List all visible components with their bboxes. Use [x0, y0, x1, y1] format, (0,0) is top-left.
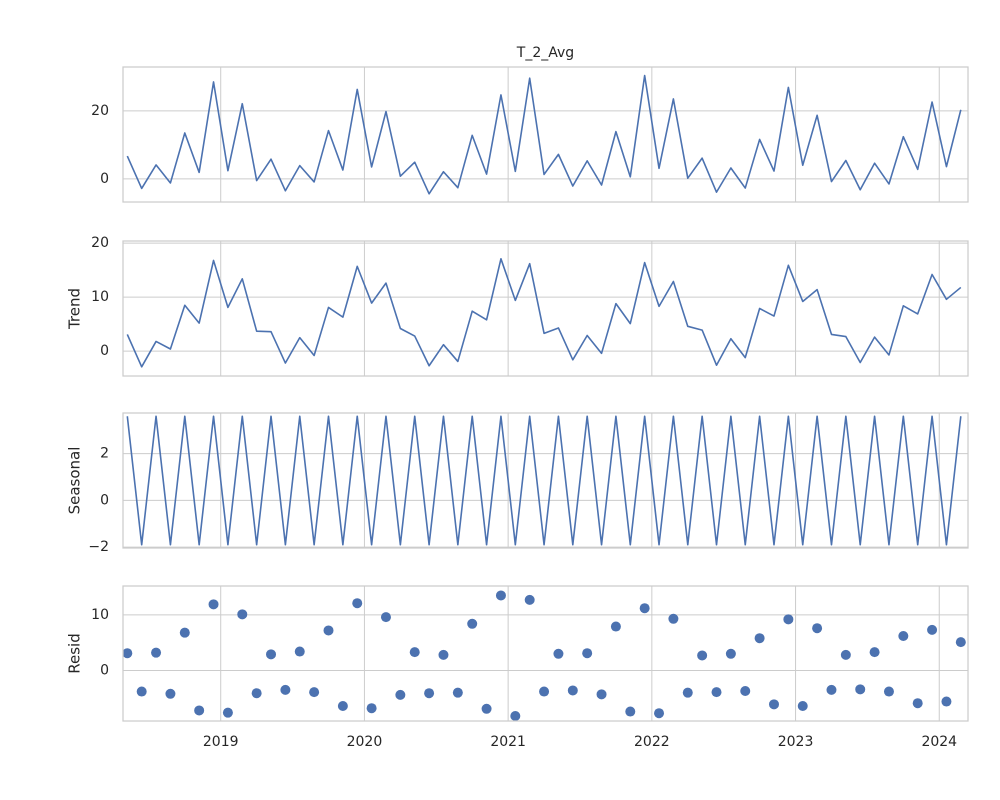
- y-tick-label: 0: [100, 492, 109, 508]
- chart-title: T_2_Avg: [516, 45, 574, 61]
- point: [740, 686, 751, 696]
- point: [352, 598, 363, 609]
- x-tick-label: 2019: [203, 734, 239, 750]
- y-axis-label: Resid: [66, 633, 84, 673]
- point: [898, 631, 909, 641]
- y-axis-label: Trend: [66, 288, 84, 330]
- series-line: [126, 415, 962, 546]
- point: [123, 648, 133, 659]
- point: [754, 633, 765, 644]
- point: [395, 689, 406, 700]
- point: [495, 590, 506, 601]
- point: [941, 696, 952, 707]
- point: [151, 647, 162, 658]
- point: [797, 701, 808, 711]
- y-tick-label: −2: [88, 539, 109, 555]
- series-line: [126, 74, 962, 195]
- point: [582, 648, 593, 659]
- point: [452, 687, 463, 698]
- point: [625, 706, 636, 717]
- point: [179, 627, 190, 638]
- point: [280, 684, 291, 695]
- point: [524, 594, 535, 605]
- point: [840, 649, 851, 660]
- axes-frame: [122, 585, 969, 722]
- point: [610, 621, 621, 632]
- point: [194, 705, 205, 716]
- point: [309, 687, 320, 698]
- y-tick-label: 20: [91, 103, 109, 119]
- point: [251, 688, 262, 699]
- point: [812, 623, 823, 634]
- point: [380, 612, 391, 623]
- point: [912, 698, 923, 709]
- point: [553, 648, 564, 659]
- x-tick-label: 2024: [921, 734, 957, 750]
- point: [883, 686, 894, 697]
- point: [869, 647, 880, 658]
- point: [711, 687, 722, 698]
- x-tick-label: 2020: [347, 734, 383, 750]
- series-line: [126, 258, 962, 368]
- point: [237, 609, 248, 620]
- y-tick-label: 20: [91, 235, 109, 251]
- point: [826, 684, 837, 695]
- point: [697, 650, 708, 661]
- point: [682, 687, 693, 698]
- point: [467, 618, 478, 629]
- point: [855, 684, 866, 695]
- point: [424, 688, 435, 699]
- point: [725, 648, 736, 659]
- point: [510, 711, 521, 721]
- axes-frame: [122, 240, 969, 377]
- plot-area: [126, 74, 962, 195]
- point: [409, 647, 420, 658]
- y-axis-label: Seasonal: [66, 447, 84, 515]
- point: [654, 708, 665, 719]
- point: [668, 613, 679, 624]
- axes-frame: [122, 66, 969, 203]
- y-tick-label: 0: [100, 343, 109, 359]
- point: [539, 686, 550, 697]
- y-tick-label: 10: [91, 607, 109, 623]
- point: [208, 599, 219, 610]
- point: [165, 688, 176, 699]
- point: [438, 649, 449, 660]
- point: [366, 703, 377, 714]
- y-tick-label: 0: [100, 662, 109, 678]
- axes-frame: [122, 412, 969, 549]
- x-tick-label: 2021: [490, 734, 526, 750]
- point: [768, 699, 779, 710]
- point: [323, 625, 334, 636]
- plot-area: [126, 415, 962, 546]
- y-tick-label: 2: [100, 446, 109, 462]
- plot-area: [126, 258, 962, 368]
- point: [955, 637, 966, 648]
- point: [481, 703, 492, 714]
- point: [567, 685, 578, 696]
- point: [222, 707, 233, 718]
- point: [294, 646, 305, 657]
- point: [927, 624, 938, 635]
- point: [136, 686, 147, 697]
- point: [337, 701, 348, 711]
- point: [639, 603, 650, 614]
- y-tick-label: 0: [100, 171, 109, 187]
- plot-area: [123, 590, 966, 721]
- point: [783, 614, 794, 625]
- x-tick-label: 2022: [634, 734, 670, 750]
- x-tick-label: 2023: [778, 734, 814, 750]
- point: [596, 689, 607, 700]
- point: [266, 649, 277, 660]
- y-tick-label: 10: [91, 289, 109, 305]
